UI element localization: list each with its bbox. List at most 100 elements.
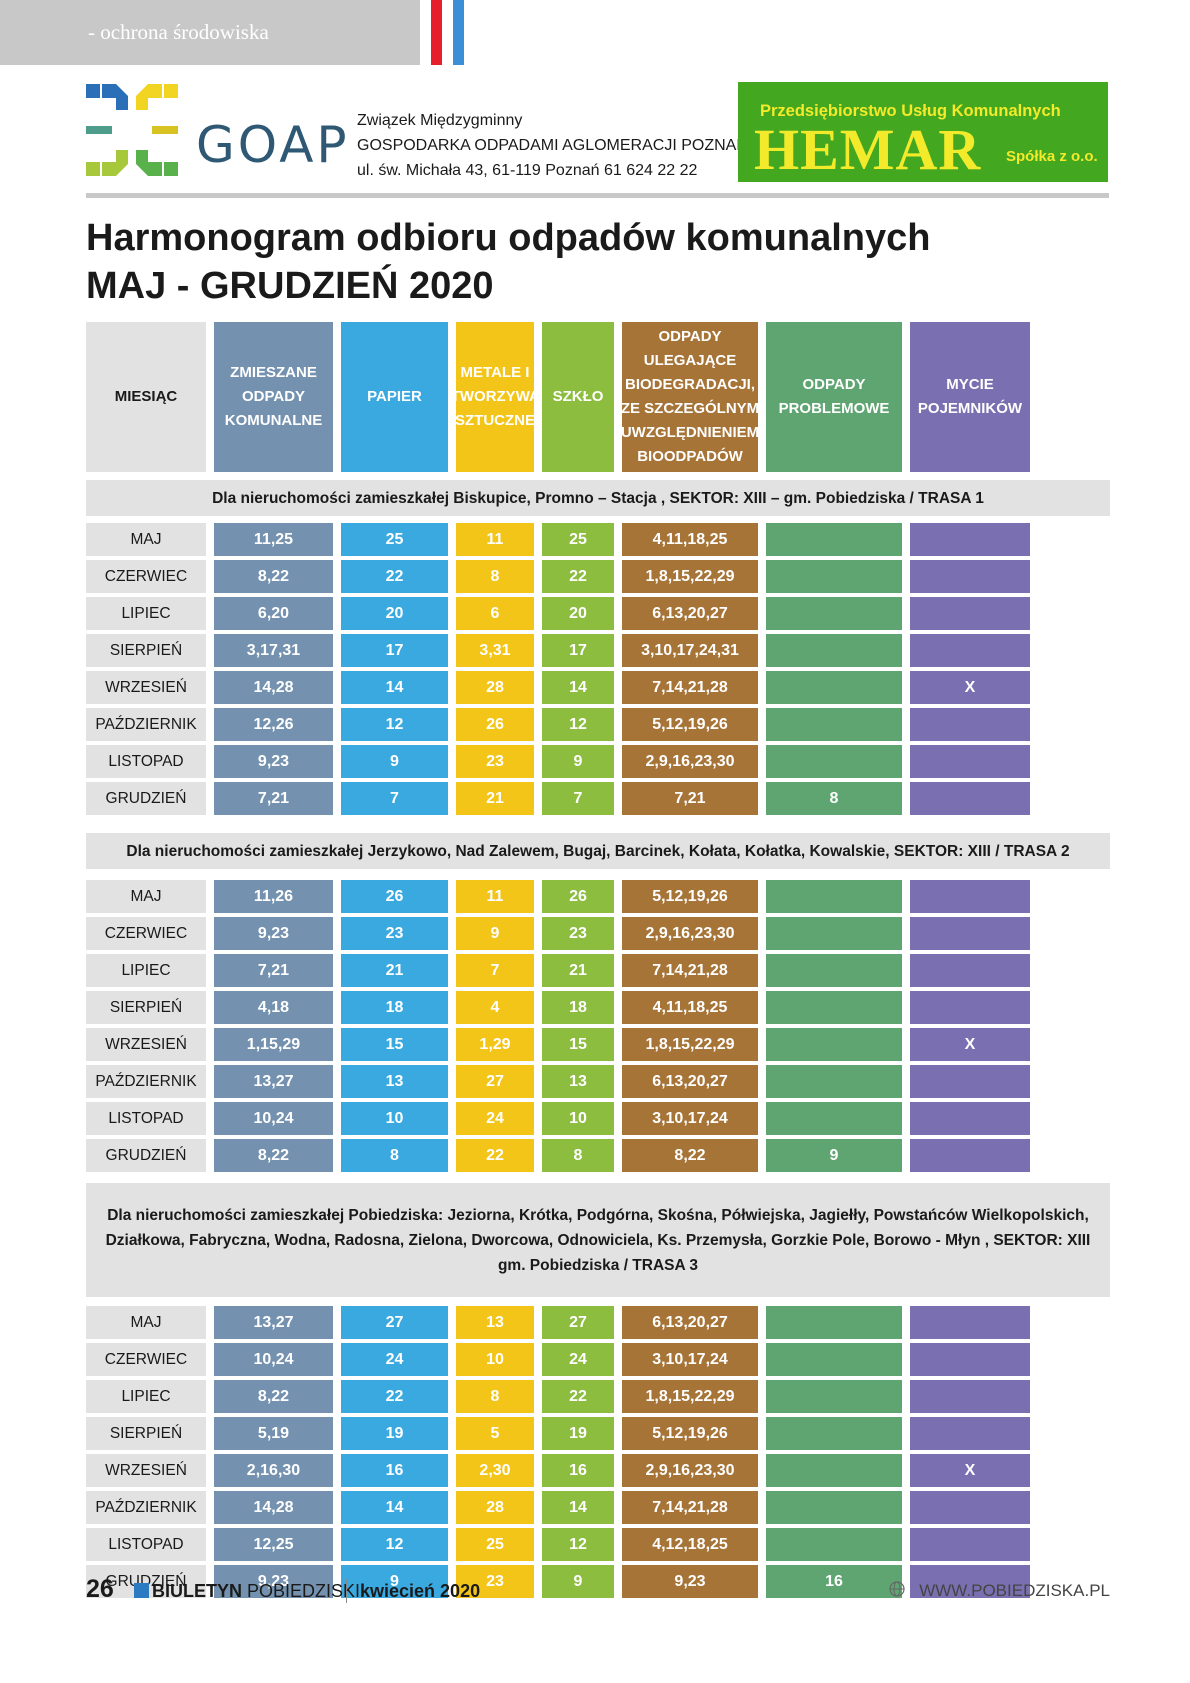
column-header: MYCIE POJEMNIKÓW <box>910 322 1030 472</box>
date-cell <box>766 991 902 1024</box>
date-cell: 13 <box>542 1065 614 1098</box>
date-cell: 6,20 <box>214 597 333 630</box>
date-cell: 14 <box>542 671 614 704</box>
flag-stripe-blue <box>453 0 464 65</box>
date-cell <box>910 1065 1030 1098</box>
date-cell: 7,14,21,28 <box>622 954 758 987</box>
date-cell: 12 <box>542 1528 614 1561</box>
date-cell: 18 <box>341 991 448 1024</box>
hemar-logo: Przedsiębiorstwo Usług Komunalnych HEMAR… <box>738 82 1108 182</box>
date-cell: 21 <box>542 954 614 987</box>
table-row: MAJ 11,25 25 11 25 4,11,18,25 <box>86 523 1110 556</box>
date-cell: 14 <box>341 1491 448 1524</box>
table-row: GRUDZIEŃ 8,22 8 22 8 8,22 9 <box>86 1139 1110 1172</box>
date-cell: 6,13,20,27 <box>622 1306 758 1339</box>
date-cell <box>910 597 1030 630</box>
month-cell: LIPIEC <box>86 597 206 630</box>
date-cell: 7,21 <box>214 954 333 987</box>
hemar-tagline: Przedsiębiorstwo Usług Komunalnych <box>760 102 1061 120</box>
website-link[interactable]: WWW.POBIEDZISKA.PL <box>919 1581 1110 1600</box>
page-title: Harmonogram odbioru odpadów komunalnych … <box>86 214 930 310</box>
date-cell: 12 <box>542 708 614 741</box>
month-cell: CZERWIEC <box>86 917 206 950</box>
date-cell <box>766 954 902 987</box>
date-cell: 2,9,16,23,30 <box>622 917 758 950</box>
table-row: SIERPIEŃ 5,19 19 5 19 5,12,19,26 <box>86 1417 1110 1450</box>
table-row: MAJ 11,26 26 11 26 5,12,19,26 <box>86 880 1110 913</box>
date-cell <box>910 1380 1030 1413</box>
date-cell: X <box>910 1454 1030 1487</box>
date-cell: 24 <box>456 1102 534 1135</box>
date-cell: 20 <box>341 597 448 630</box>
date-cell: 12 <box>341 708 448 741</box>
date-cell: 13 <box>456 1306 534 1339</box>
month-cell: SIERPIEŃ <box>86 634 206 667</box>
page-footer: 26 BIULETYN POBIEDZISKI kwiecień 2020 WW… <box>86 1575 1110 1605</box>
date-cell: 11 <box>456 523 534 556</box>
date-cell: 5,12,19,26 <box>622 1417 758 1450</box>
date-cell: 16 <box>341 1454 448 1487</box>
date-cell <box>766 1028 902 1061</box>
date-cell <box>766 1528 902 1561</box>
date-cell <box>766 1306 902 1339</box>
globe-icon <box>889 1581 905 1597</box>
date-cell: 10,24 <box>214 1343 333 1376</box>
column-header: ODPADY PROBLEMOWE <box>766 322 902 472</box>
date-cell <box>910 782 1030 815</box>
date-cell: 26 <box>341 880 448 913</box>
month-cell: MAJ <box>86 523 206 556</box>
date-cell: 9 <box>542 1565 614 1598</box>
date-cell: 24 <box>542 1343 614 1376</box>
date-cell: 23 <box>456 745 534 778</box>
date-cell: 23 <box>456 1565 534 1598</box>
date-cell: 7,14,21,28 <box>622 1491 758 1524</box>
table-row: SIERPIEŃ 3,17,31 17 3,31 17 3,10,17,24,31 <box>86 634 1110 667</box>
date-cell: 17 <box>542 634 614 667</box>
date-cell: 20 <box>542 597 614 630</box>
date-cell: 28 <box>456 671 534 704</box>
date-cell <box>766 1454 902 1487</box>
date-cell: 8,22 <box>214 560 333 593</box>
goap-address-block: Związek Międzygminny GOSPODARKA ODPADAMI… <box>357 108 792 183</box>
date-cell <box>766 1380 902 1413</box>
date-cell: 9,23 <box>214 745 333 778</box>
date-cell: 4,12,18,25 <box>622 1528 758 1561</box>
date-cell: 19 <box>542 1417 614 1450</box>
date-cell <box>766 1491 902 1524</box>
date-cell: 1,29 <box>456 1028 534 1061</box>
month-cell: LISTOPAD <box>86 745 206 778</box>
month-cell: LIPIEC <box>86 1380 206 1413</box>
date-cell: 8 <box>456 1380 534 1413</box>
goap-logo-icon <box>86 84 178 176</box>
goap-line-2: GOSPODARKA ODPADAMI AGLOMERACJI POZNAŃSK… <box>357 137 793 154</box>
month-cell: WRZESIEŃ <box>86 1454 206 1487</box>
table-row: LISTOPAD 10,24 10 24 10 3,10,17,24 <box>86 1102 1110 1135</box>
date-cell <box>910 880 1030 913</box>
date-cell: X <box>910 671 1030 704</box>
date-cell <box>910 523 1030 556</box>
date-cell: 27 <box>456 1065 534 1098</box>
date-cell: 9 <box>341 745 448 778</box>
date-cell: 9 <box>766 1139 902 1172</box>
date-cell <box>910 1565 1030 1598</box>
date-cell: 9,23 <box>214 917 333 950</box>
month-cell: WRZESIEŃ <box>86 671 206 704</box>
date-cell <box>910 1528 1030 1561</box>
table-header-row: MIESIĄC ZMIESZANE ODPADY KOMUNALNE PAPIER M… <box>86 322 1110 472</box>
publication-name-bold: BIULETYN <box>152 1581 242 1601</box>
date-cell: 22 <box>341 560 448 593</box>
date-cell: 9 <box>456 917 534 950</box>
date-cell: 9 <box>341 1565 448 1598</box>
date-cell: 28 <box>456 1491 534 1524</box>
section-title: Dla nieruchomości zamieszkałej Jerzykowo… <box>86 833 1110 869</box>
date-cell: 21 <box>341 954 448 987</box>
date-cell: 22 <box>456 1139 534 1172</box>
date-cell <box>766 634 902 667</box>
date-cell: 8 <box>766 782 902 815</box>
date-cell: 22 <box>542 560 614 593</box>
goap-line-3: ul. św. Michała 43, 61-119 Poznań 61 624… <box>357 162 698 179</box>
date-cell: 19 <box>341 1417 448 1450</box>
section-title: Dla nieruchomości zamieszkałej Biskupice… <box>86 480 1110 516</box>
table-row: GRUDZIEŃ 7,21 7 21 7 7,21 8 <box>86 782 1110 815</box>
flag-stripe-white-2 <box>442 0 453 65</box>
